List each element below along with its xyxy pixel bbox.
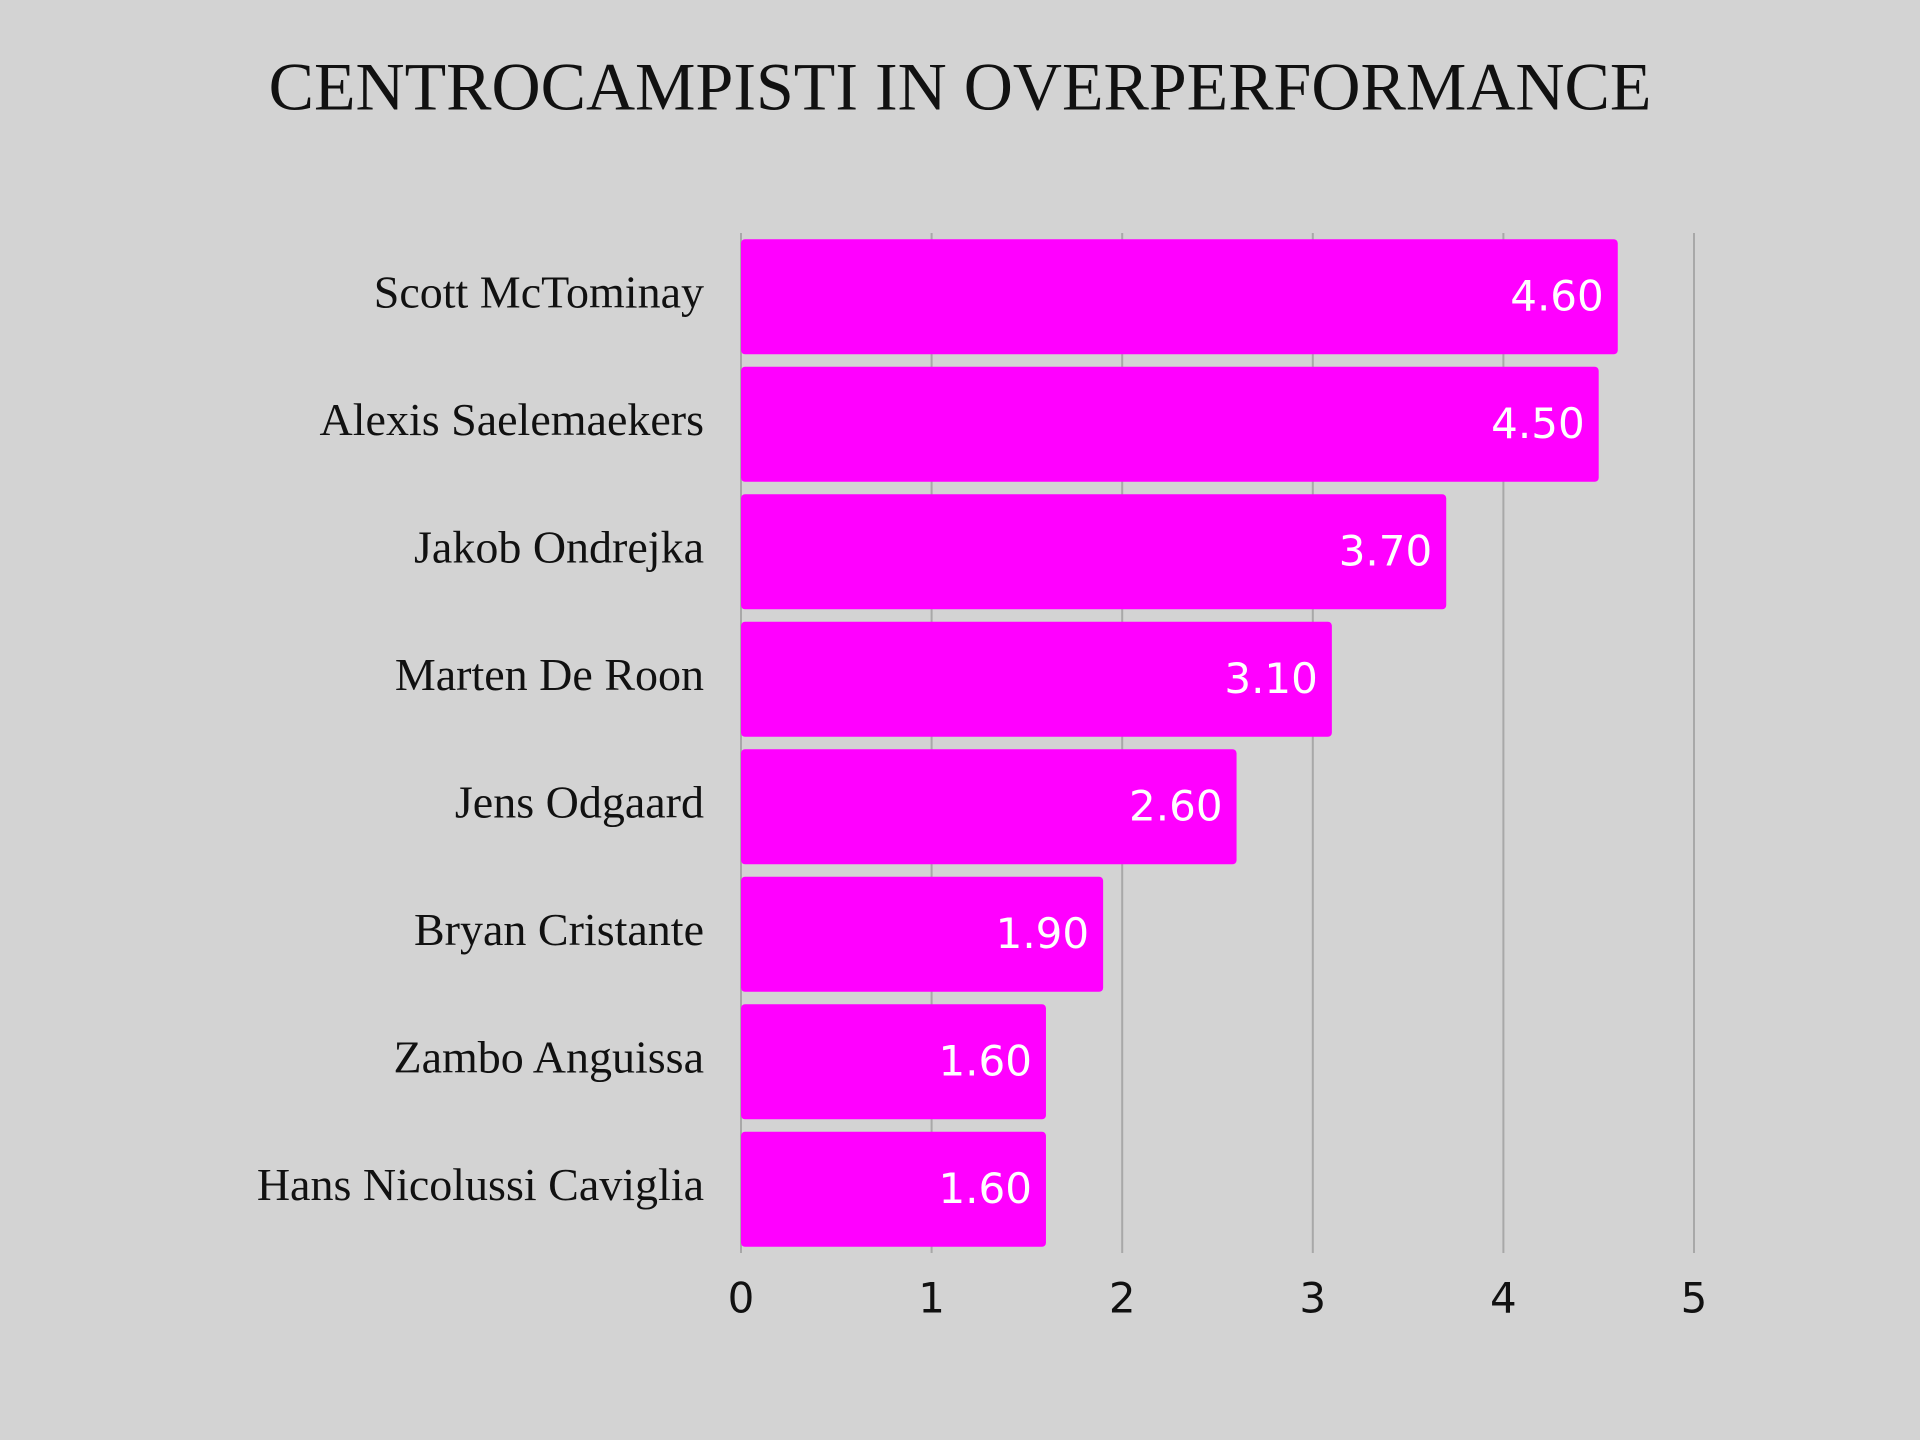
data-label: 4.60 [1510, 271, 1604, 320]
y-tick-label: Scott McTominay [374, 266, 704, 317]
data-label: 2.60 [1129, 781, 1223, 830]
y-tick-label: Hans Nicolussi Caviglia [257, 1159, 704, 1210]
y-tick-label: Zambo Anguissa [394, 1031, 704, 1082]
data-label: 4.50 [1491, 399, 1585, 448]
x-tick-label: 5 [1681, 1274, 1708, 1323]
x-tick-label: 2 [1109, 1274, 1136, 1323]
y-tick-label: Jens Odgaard [455, 776, 704, 827]
bar [741, 1004, 1046, 1120]
data-label: 1.60 [938, 1036, 1032, 1085]
y-tick-label: Alexis Saelemaekers [320, 394, 704, 445]
x-tick-label: 4 [1490, 1274, 1517, 1323]
bar [741, 749, 1237, 865]
y-tick-label: Marten De Roon [395, 649, 704, 700]
chart-title: CENTROCAMPISTI IN OVERPERFORMANCE [269, 49, 1652, 125]
bar [741, 1131, 1046, 1247]
data-label: 1.60 [938, 1164, 1032, 1213]
bar [741, 239, 1618, 355]
y-tick-label: Jakob Ondrejka [414, 521, 704, 572]
x-tick-label: 0 [728, 1274, 755, 1323]
y-tick-label: Bryan Cristante [414, 904, 704, 955]
bar [741, 494, 1447, 610]
bar [741, 366, 1599, 482]
x-tick-label: 3 [1299, 1274, 1326, 1323]
bar [741, 621, 1332, 737]
x-tick-label: 1 [918, 1274, 945, 1323]
data-label: 3.10 [1224, 654, 1318, 703]
data-label: 3.70 [1339, 526, 1433, 575]
data-label: 1.90 [996, 909, 1090, 958]
bar [741, 876, 1104, 992]
